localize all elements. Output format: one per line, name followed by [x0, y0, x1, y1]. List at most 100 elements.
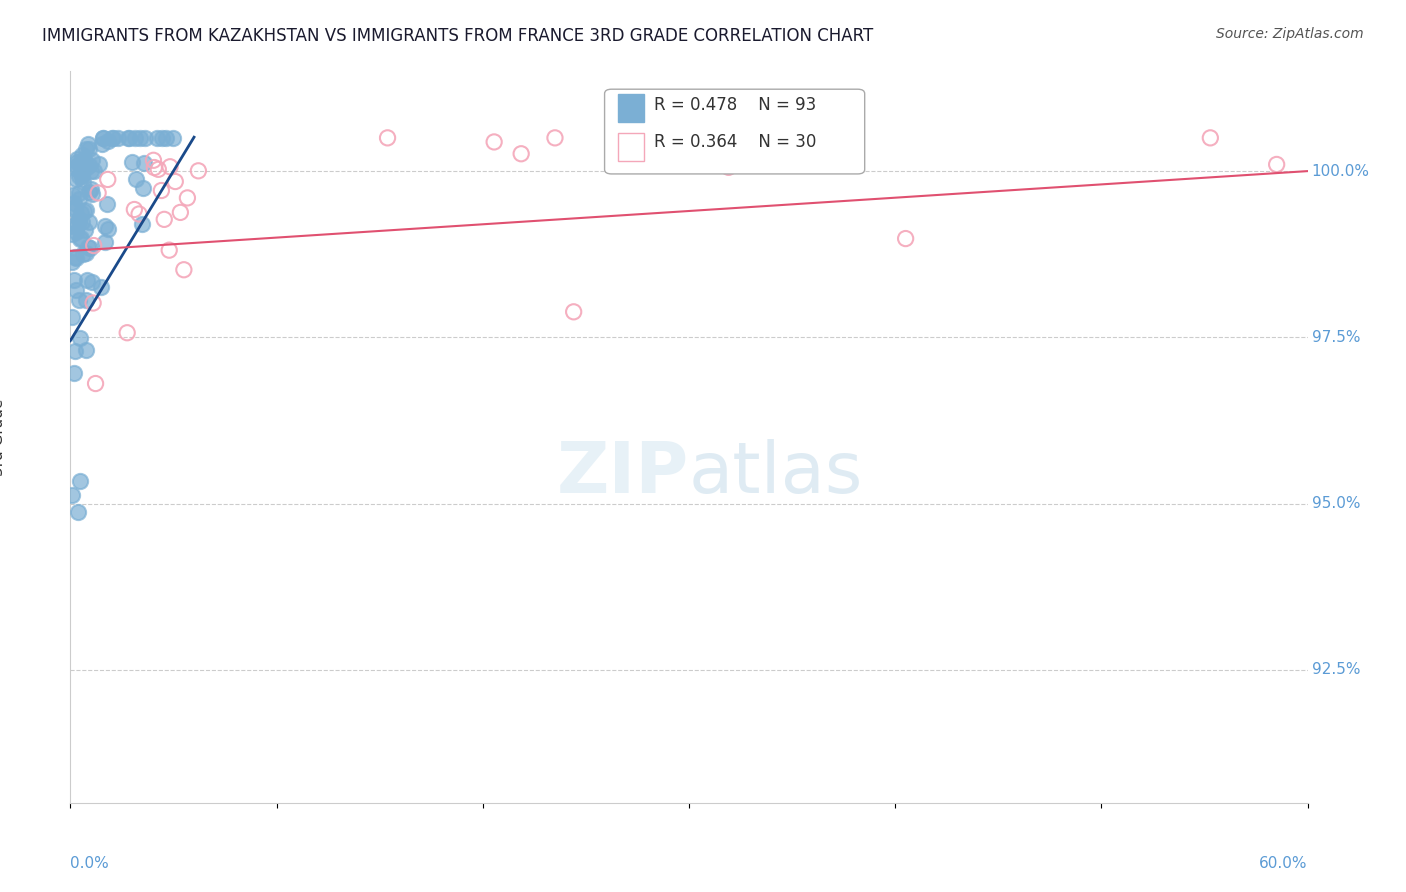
Point	[77, 158, 100, 172]
Point	[93, 219, 115, 233]
Point	[60, 219, 83, 233]
Text: 92.5%: 92.5%	[1312, 663, 1360, 677]
Point	[76, 273, 98, 287]
Point	[96, 197, 118, 211]
Point	[60, 255, 83, 269]
Point	[100, 131, 122, 145]
Point	[77, 215, 100, 229]
Point	[67, 157, 90, 171]
Point	[67, 169, 90, 183]
Point	[76, 136, 98, 151]
Point	[82, 296, 104, 310]
Point	[69, 212, 91, 227]
Point	[72, 175, 94, 189]
Point	[90, 279, 112, 293]
Point	[69, 186, 91, 201]
Point	[76, 142, 98, 156]
Point	[482, 135, 505, 149]
Point	[377, 131, 399, 145]
Point	[60, 488, 83, 502]
Point	[73, 203, 96, 218]
Point	[72, 152, 94, 166]
Point	[66, 505, 89, 519]
Point	[69, 475, 91, 489]
Point	[91, 131, 114, 145]
Point	[70, 148, 93, 162]
Text: R = 0.478    N = 93: R = 0.478 N = 93	[654, 95, 815, 113]
Point	[93, 235, 115, 250]
Point	[66, 154, 89, 169]
Point	[62, 196, 84, 211]
Text: 0.0%: 0.0%	[70, 856, 110, 871]
Point	[76, 160, 98, 174]
Point	[70, 166, 93, 180]
Point	[132, 155, 155, 169]
Point	[124, 131, 146, 145]
Point	[894, 231, 917, 245]
Point	[121, 154, 143, 169]
Point	[117, 131, 139, 145]
Point	[157, 243, 180, 257]
Text: 95.0%: 95.0%	[1312, 496, 1360, 511]
Point	[80, 182, 103, 196]
Point	[66, 152, 89, 166]
Point	[142, 153, 165, 168]
Point	[90, 136, 112, 151]
Point	[562, 305, 585, 319]
Point	[65, 251, 87, 265]
Point	[79, 241, 101, 255]
Text: 60.0%: 60.0%	[1260, 856, 1308, 871]
Point	[717, 161, 740, 175]
Point	[97, 134, 120, 148]
Point	[150, 131, 173, 145]
Point	[93, 131, 115, 145]
Text: 100.0%: 100.0%	[1312, 163, 1369, 178]
Point	[70, 231, 93, 245]
Point	[82, 275, 104, 289]
Point	[173, 262, 195, 277]
Point	[97, 172, 120, 186]
Point	[79, 185, 101, 199]
Point	[97, 222, 120, 236]
Point	[129, 131, 152, 145]
Point	[150, 184, 173, 198]
Point	[115, 326, 138, 340]
Point	[67, 293, 90, 307]
Point	[107, 131, 129, 145]
Point	[65, 171, 87, 186]
Point	[62, 188, 84, 202]
Point	[165, 174, 187, 188]
Point	[65, 284, 87, 298]
Point	[63, 343, 86, 358]
Text: 3rd Grade: 3rd Grade	[0, 399, 6, 475]
Point	[83, 164, 105, 178]
Point	[69, 232, 91, 246]
Point	[70, 215, 93, 229]
Point	[72, 154, 94, 169]
Point	[83, 238, 105, 252]
Point	[75, 343, 97, 358]
Point	[69, 331, 91, 345]
Point	[1199, 131, 1222, 145]
Point	[75, 246, 97, 260]
Point	[1265, 157, 1288, 171]
Point	[72, 169, 94, 183]
Point	[148, 162, 170, 177]
Point	[65, 225, 87, 239]
Point	[510, 146, 533, 161]
Text: R = 0.364    N = 30: R = 0.364 N = 30	[654, 133, 815, 151]
Point	[159, 160, 181, 174]
Point	[544, 131, 567, 145]
Point	[169, 205, 191, 219]
Point	[131, 217, 153, 231]
Point	[134, 131, 156, 145]
Point	[84, 376, 107, 391]
Point	[80, 187, 103, 202]
Point	[153, 212, 176, 227]
Text: ZIP: ZIP	[557, 439, 689, 508]
Point	[63, 367, 86, 381]
Point	[187, 163, 209, 178]
Point	[603, 131, 626, 145]
Point	[63, 201, 86, 215]
Point	[73, 223, 96, 237]
